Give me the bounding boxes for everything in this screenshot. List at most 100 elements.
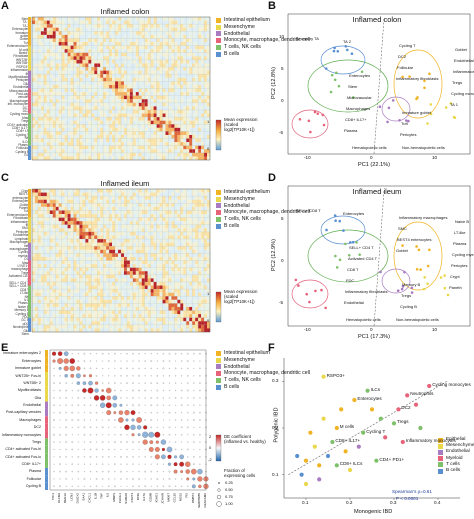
heatmap-cell	[55, 77, 59, 82]
heatmap-cell	[46, 221, 50, 225]
heatmap-cell	[147, 56, 151, 60]
heatmap-cell	[103, 224, 107, 229]
heatmap-cell	[156, 152, 160, 157]
heatmap-cell	[129, 152, 133, 157]
heatmap-cell	[49, 264, 53, 268]
heatmap-cell	[58, 324, 62, 329]
heatmap-cell	[129, 70, 133, 75]
heatmap-cell	[138, 63, 142, 68]
heatmap-cell	[156, 296, 160, 300]
heatmap-cell	[138, 34, 142, 39]
heatmap-cell	[94, 156, 98, 161]
heatmap-cell	[171, 134, 175, 139]
heatmap-cell	[49, 196, 53, 200]
heatmap-cell	[147, 221, 151, 225]
panel-a-cbar-tick-low: 0	[207, 146, 210, 151]
heatmap-cell	[150, 246, 154, 250]
heatmap-cell	[159, 203, 163, 207]
heatmap-cell	[85, 38, 89, 43]
heatmap-cell	[112, 124, 116, 128]
heatmap-cell	[82, 45, 86, 50]
heatmap-cell	[46, 310, 50, 315]
heatmap-cell	[174, 253, 178, 257]
heatmap-cell	[162, 20, 166, 25]
heatmap-cell	[88, 131, 92, 136]
pca-label: Inflammatory fibroblasts	[396, 76, 439, 81]
heatmap-cell	[85, 239, 89, 243]
heatmap-cell	[150, 278, 154, 282]
heatmap-cell	[156, 70, 160, 75]
heatmap-cell	[144, 81, 148, 85]
heatmap-cell	[138, 303, 142, 308]
heatmap-cell	[46, 231, 50, 236]
heatmap-cell	[135, 221, 139, 225]
heatmap-cell	[82, 221, 86, 225]
heatmap-cell	[138, 138, 142, 143]
heatmap-cell	[126, 45, 130, 50]
heatmap-cell	[64, 228, 68, 232]
heatmap-cell	[46, 145, 50, 150]
heatmap-cell	[132, 199, 136, 204]
heatmap-cell	[91, 199, 95, 204]
heatmap-cell	[32, 17, 36, 21]
heatmap-cell	[156, 92, 160, 96]
heatmap-cell	[88, 199, 92, 204]
heatmap-cell	[171, 281, 175, 286]
heatmap-cell	[180, 134, 184, 139]
heatmap-cell	[138, 31, 142, 35]
heatmap-cell	[40, 314, 44, 318]
heatmap-cell	[43, 45, 47, 50]
heatmap-cell	[174, 20, 178, 25]
heatmap-cell	[94, 324, 98, 329]
heatmap-cell	[79, 239, 83, 243]
heatmap-cell	[171, 228, 175, 232]
heatmap-cell	[198, 109, 202, 114]
heatmap-cell	[121, 264, 125, 268]
heatmap-cell	[156, 20, 160, 25]
heatmap-cell	[88, 321, 92, 325]
heatmap-cell	[109, 84, 113, 89]
pca-point	[298, 117, 302, 121]
heatmap-cell	[207, 299, 211, 304]
heatmap-cell	[106, 81, 110, 85]
heatmap-cell	[112, 267, 116, 272]
heatmap-cell	[34, 189, 38, 193]
heatmap-cell	[165, 84, 169, 89]
panel-a-legend-item-1: Intestinal epithelium	[216, 17, 270, 24]
heatmap-cell	[106, 20, 110, 25]
heatmap-cell	[121, 189, 125, 193]
heatmap-cell	[204, 74, 208, 78]
heatmap-cell	[97, 285, 101, 290]
heatmap-cell	[118, 84, 122, 89]
heatmap-cell	[189, 127, 193, 132]
heatmap-cell	[129, 142, 133, 146]
heatmap-cell	[135, 59, 139, 64]
heatmap-cell	[171, 242, 175, 247]
heatmap-cell	[85, 289, 89, 293]
heatmap-cell	[109, 324, 113, 329]
heatmap-cell	[141, 117, 145, 121]
heatmap-cell	[189, 95, 193, 100]
heatmap-cell	[103, 239, 107, 243]
heatmap-cell	[126, 52, 130, 57]
heatmap-cell	[61, 156, 65, 161]
heatmap-cell	[192, 317, 196, 322]
heatmap-cell	[159, 317, 163, 322]
heatmap-cell	[76, 17, 80, 21]
heatmap-cell	[168, 127, 172, 132]
heatmap-cell	[103, 74, 107, 78]
heatmap-cell	[147, 88, 151, 93]
heatmap-cell	[174, 224, 178, 229]
heatmap-cell	[147, 42, 151, 46]
heatmap-cell	[147, 299, 151, 304]
heatmap-cell	[126, 231, 130, 236]
heatmap-cell	[156, 231, 160, 236]
heatmap-cell	[34, 317, 38, 322]
heatmap-cell	[123, 206, 127, 211]
heatmap-cell	[168, 102, 172, 107]
heatmap-cell	[70, 152, 74, 157]
heatmap-cell	[103, 228, 107, 232]
heatmap-cell	[103, 246, 107, 250]
heatmap-cell	[177, 20, 181, 25]
heatmap-cell	[118, 38, 122, 43]
